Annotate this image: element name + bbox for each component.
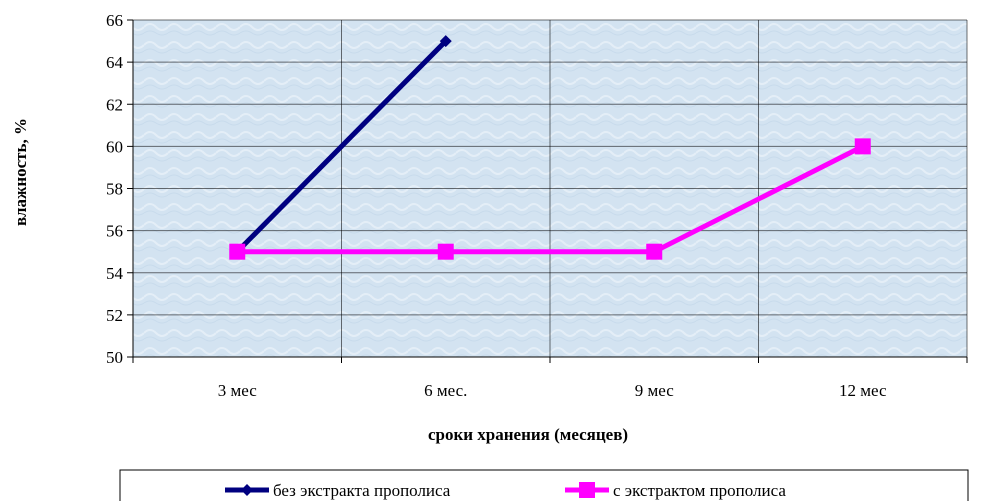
legend: без экстракта прополиса с экстрактом проп… (119, 469, 969, 501)
x-tick-labels: 3 мес 6 мес. 9 мес 12 мес (218, 381, 887, 400)
x-tick-label: 12 мес (839, 381, 887, 400)
data-point (439, 35, 452, 48)
legend-label-2: с экстрактом прополиса (613, 481, 786, 500)
data-point (854, 138, 871, 155)
legend-items: без экстракта прополиса с экстрактом проп… (225, 481, 786, 500)
y-tick-label: 54 (106, 264, 124, 283)
x-tick-label: 6 мес. (424, 381, 467, 400)
y-tick-label: 56 (106, 222, 123, 241)
y-tick-label: 50 (106, 348, 123, 367)
y-tick-label: 60 (106, 137, 123, 156)
data-point (437, 243, 454, 260)
series-line (235, 39, 448, 254)
legend-box (119, 469, 969, 501)
y-tick-label: 64 (106, 53, 124, 72)
axes (127, 19, 968, 363)
series-group (229, 35, 871, 260)
legend-marker-1 (241, 484, 253, 496)
data-point (646, 243, 663, 260)
legend-label-1: без экстракта прополиса (273, 481, 451, 500)
y-tick-label: 58 (106, 180, 123, 199)
y-tick-labels: 50 52 54 56 58 60 62 64 66 (106, 11, 124, 367)
data-point (229, 243, 246, 260)
series-line (237, 144, 864, 255)
y-axis-title: влажность, % (11, 118, 30, 226)
y-tick-label: 62 (106, 95, 123, 114)
x-tick-label: 3 мес (218, 381, 257, 400)
x-axis-title: сроки хранения (месяцев) (428, 425, 628, 444)
series-2 (229, 138, 871, 260)
y-tick-label: 52 (106, 306, 123, 325)
legend-marker-2 (579, 482, 595, 498)
x-tick-label: 9 мес (635, 381, 674, 400)
y-tick-label: 66 (106, 11, 123, 30)
